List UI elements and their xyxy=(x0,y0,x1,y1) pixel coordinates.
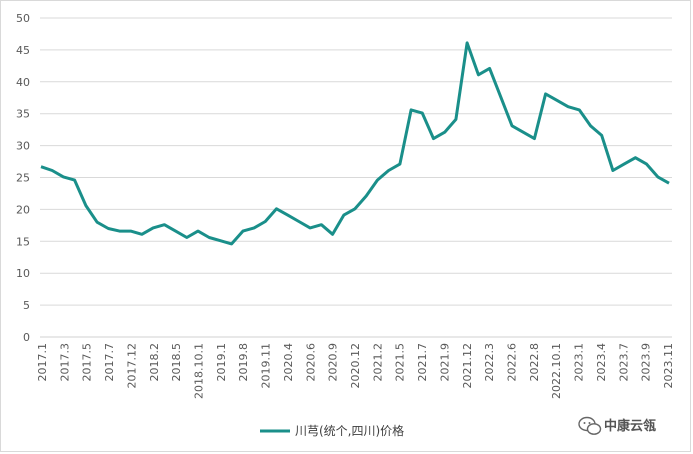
x-tick-label: 2019.1 xyxy=(215,343,228,382)
x-tick-label: 2017.1 xyxy=(36,343,49,382)
x-tick-label: 2021.5 xyxy=(394,343,407,382)
y-tick-label: 40 xyxy=(16,76,30,89)
x-tick-label: 2023.1 xyxy=(573,343,586,382)
y-tick-label: 10 xyxy=(16,267,30,280)
y-tick-label: 35 xyxy=(16,108,30,121)
x-tick-label: 2018.2 xyxy=(148,343,161,382)
gridlines xyxy=(40,17,672,338)
series-layer xyxy=(40,41,670,246)
x-tick-label: 2020.6 xyxy=(304,343,317,382)
x-tick-label: 2017.7 xyxy=(103,343,116,382)
legend: 川芎(统个,四川)价格 xyxy=(260,423,404,438)
x-axis-ticks: 2017.1 2017.3 2017.5 2017.7 2017.12 2018.2 201… xyxy=(36,343,675,399)
x-tick-label: 2023.11 xyxy=(662,343,675,389)
y-tick-label: 30 xyxy=(16,140,30,153)
x-tick-label: 2021.2 xyxy=(371,343,384,382)
y-tick-label: 5 xyxy=(23,299,30,312)
y-tick-label: 25 xyxy=(16,172,30,185)
x-tick-label: 2022.6 xyxy=(506,343,519,382)
x-tick-label: 2017.3 xyxy=(58,343,71,382)
x-tick-label: 2023.7 xyxy=(617,343,630,382)
x-tick-label: 2021.7 xyxy=(416,343,429,382)
watermark: 中康云瓴 xyxy=(578,416,656,435)
x-tick-label: 2023.9 xyxy=(640,343,653,382)
x-tick-label: 2022.8 xyxy=(528,343,541,382)
x-tick-label: 2021.12 xyxy=(461,343,474,389)
y-tick-label: 45 xyxy=(16,44,30,57)
y-axis-ticks: 0 5 10 15 20 25 30 35 40 45 50 xyxy=(16,12,30,344)
x-tick-label: 2019.11 xyxy=(260,343,273,389)
x-tick-label: 2019.8 xyxy=(237,343,250,382)
watermark-text: 中康云瓴 xyxy=(604,418,656,434)
x-tick-label: 2020.9 xyxy=(327,343,340,382)
x-tick-label: 2023.4 xyxy=(595,343,608,382)
x-tick-label: 2022.3 xyxy=(483,343,496,382)
x-tick-label: 2018.5 xyxy=(170,343,183,382)
wechat-icon xyxy=(578,416,602,435)
x-tick-label: 2020.4 xyxy=(282,343,295,382)
x-tick-label: 2021.9 xyxy=(438,343,451,382)
x-tick-label: 2020.12 xyxy=(349,343,362,389)
y-tick-label: 15 xyxy=(16,235,30,248)
series-line xyxy=(40,41,670,246)
legend-label: 川芎(统个,四川)价格 xyxy=(295,423,404,438)
x-tick-label: 2018.10.1 xyxy=(193,343,206,399)
y-tick-label: 0 xyxy=(23,331,30,344)
x-tick-label: 2017.5 xyxy=(81,343,94,382)
y-tick-label: 20 xyxy=(16,203,30,216)
x-tick-label: 2017.12 xyxy=(125,343,138,389)
x-tick-label: 2022.10.1 xyxy=(550,343,563,399)
y-tick-label: 50 xyxy=(16,12,30,25)
